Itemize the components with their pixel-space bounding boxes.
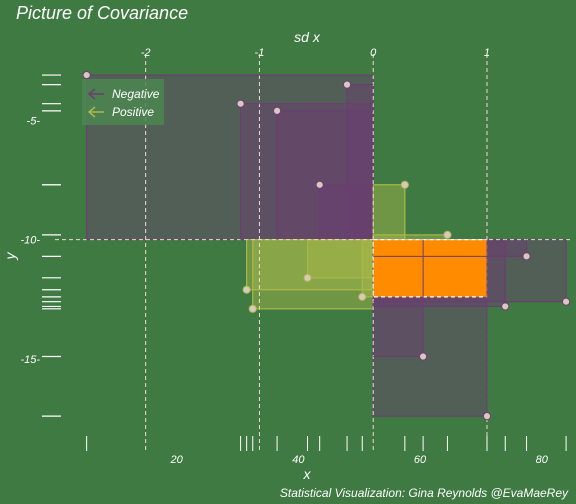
covariance-rectangles (86, 74, 567, 417)
x-axis-title: x (303, 466, 312, 482)
sd-tick-label-2: 0 (370, 47, 377, 59)
legend-negative-arrowhead (87, 88, 96, 100)
highlight-rect (372, 239, 488, 298)
data-point-15 (482, 412, 492, 421)
data-point-11 (501, 302, 510, 311)
sd-tick-label-3: 1 (484, 47, 490, 59)
legend-positive-arrowhead (87, 106, 96, 118)
covariance-rect-12 (252, 239, 374, 310)
data-point-3 (272, 106, 282, 115)
legend: Negative Positive (82, 79, 164, 125)
data-point-12 (248, 304, 257, 313)
y-tick-label-0: -5- (27, 115, 41, 127)
data-point-10 (358, 292, 367, 301)
data-point-8 (303, 273, 312, 282)
data-point-13 (561, 297, 571, 306)
chart-caption: Statistical Visualization: Gina Reynolds… (280, 486, 569, 500)
deviation-segments (86, 74, 567, 417)
x-tick-label-2: 60 (414, 454, 427, 466)
x-tick-label-3: 80 (536, 454, 549, 466)
sd-tick-label-0: -2 (141, 47, 151, 59)
data-point-2 (236, 99, 245, 108)
data-point-5 (400, 180, 409, 189)
x-tick-label-1: 40 (292, 454, 305, 466)
highlight-layer (372, 239, 488, 298)
legend-item-positive: Positive (87, 105, 154, 119)
data-point-4 (315, 180, 324, 189)
y-axis-title: y (2, 252, 18, 261)
y-tick-label-1: -10- (20, 235, 40, 247)
sd-tick-label-1: -1 (255, 47, 265, 59)
chart-title: Picture of Covariance (16, 3, 188, 23)
rug-marks (42, 74, 567, 451)
covariance-rect-4 (319, 184, 374, 241)
covariance-rect-6 (372, 234, 448, 241)
legend-label-positive: Positive (112, 105, 154, 119)
data-points (82, 70, 571, 421)
data-point-14 (419, 352, 428, 361)
data-point-1 (342, 80, 352, 89)
y-tick-label-2: -15- (20, 354, 40, 366)
x-tick-label-0: 20 (170, 454, 184, 466)
covariance-rect-5 (372, 184, 406, 241)
legend-label-negative: Negative (112, 87, 160, 101)
data-point-7 (522, 252, 531, 261)
legend-item-negative: Negative (87, 87, 160, 101)
axis-ticks: 20 40 60 80 -5- -10- -15- -2 -1 0 1 (20, 47, 548, 466)
sd-axis-title: sd x (294, 29, 321, 45)
data-point-0 (82, 70, 91, 80)
data-point-6 (443, 230, 452, 239)
legend-background (82, 79, 164, 125)
covariance-rect-3 (276, 110, 374, 241)
data-point-9 (242, 285, 251, 294)
